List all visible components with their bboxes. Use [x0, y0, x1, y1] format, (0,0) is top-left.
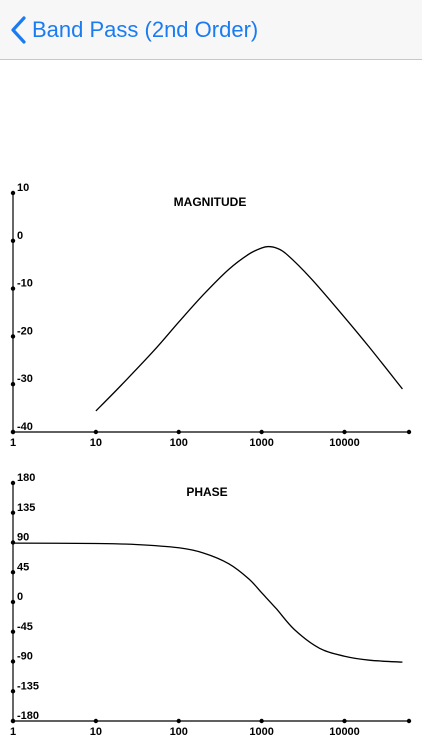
y-tick-dot — [10, 238, 16, 243]
chart-title: MAGNITUDE — [174, 195, 247, 209]
y-tick-dot — [10, 190, 16, 196]
x-tick-dot — [342, 718, 347, 724]
y-tick-dot — [10, 599, 16, 605]
y-tick-label: -40 — [17, 421, 33, 433]
y-tick-dot — [10, 510, 16, 515]
y-tick-label: 180 — [17, 472, 35, 484]
y-tick-dot — [10, 382, 16, 387]
x-tick-dot — [176, 429, 181, 435]
x-axis-end-dot — [406, 718, 412, 724]
x-tick-dot — [10, 718, 16, 724]
x-tick-label: 10 — [90, 437, 102, 449]
y-tick-label: -45 — [17, 621, 33, 633]
x-tick-label: 100 — [170, 437, 188, 449]
back-button-label[interactable]: Band Pass (2nd Order) — [32, 17, 259, 42]
x-tick-label: 1 — [10, 437, 16, 449]
x-tick-label: 10 — [90, 726, 102, 738]
navigation-bar: Band Pass (2nd Order) — [0, 0, 422, 60]
x-tick-label: 1000 — [249, 437, 273, 449]
x-tick-dot — [93, 718, 99, 724]
y-tick-dot — [10, 629, 16, 634]
y-tick-label: -20 — [17, 325, 33, 337]
x-tick-dot — [259, 718, 264, 724]
x-axis-end-dot — [406, 429, 412, 435]
x-tick-label: 1000 — [249, 726, 273, 738]
series-line — [12, 542, 403, 663]
y-tick-dot — [10, 334, 16, 339]
x-tick-dot — [10, 429, 16, 435]
x-tick-dot — [342, 429, 347, 435]
x-tick-label: 100 — [170, 726, 188, 738]
x-tick-dot — [176, 718, 181, 724]
y-tick-dot — [10, 570, 16, 575]
y-tick-label: -30 — [17, 373, 33, 385]
y-tick-label: 135 — [17, 502, 35, 514]
y-tick-label: 45 — [17, 561, 29, 573]
y-tick-label: 10 — [17, 182, 29, 194]
y-tick-label: -180 — [17, 710, 39, 722]
x-tick-label: 10000 — [329, 726, 360, 738]
y-tick-dot — [10, 689, 16, 694]
y-tick-label: 0 — [17, 230, 23, 242]
y-tick-label: -90 — [17, 651, 33, 663]
x-tick-dot — [93, 429, 99, 435]
y-tick-label: 0 — [17, 591, 23, 603]
y-tick-dot — [10, 286, 16, 291]
series-line — [95, 245, 403, 412]
y-tick-dot — [10, 659, 16, 664]
back-button[interactable]: Band Pass (2nd Order) — [8, 14, 258, 46]
y-tick-dot — [10, 540, 16, 545]
chevron-left-icon[interactable] — [8, 14, 30, 46]
x-tick-label: 1 — [10, 726, 16, 738]
x-tick-label: 10000 — [329, 437, 360, 449]
y-tick-label: -135 — [17, 680, 39, 692]
x-tick-dot — [259, 429, 264, 435]
y-tick-label: 90 — [17, 532, 29, 544]
chart-title: PHASE — [186, 485, 227, 499]
y-tick-label: -10 — [17, 278, 33, 290]
y-tick-dot — [10, 480, 16, 486]
